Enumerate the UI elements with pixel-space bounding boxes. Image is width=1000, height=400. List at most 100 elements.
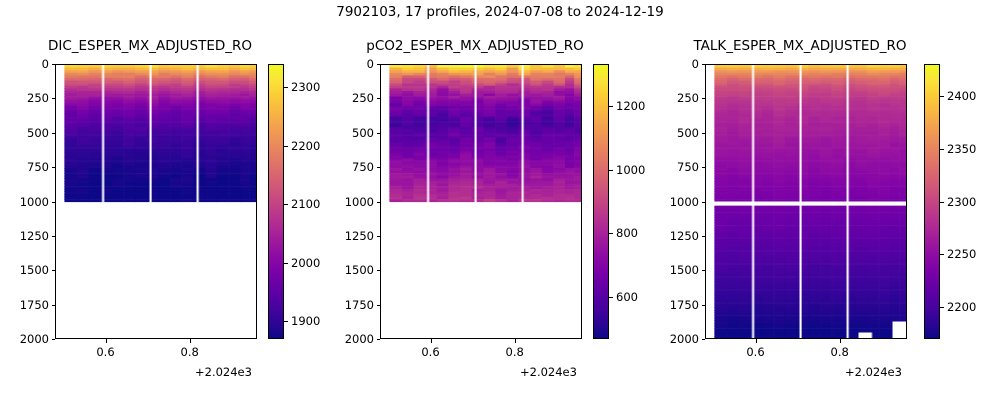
x-tick-label: 0.6: [421, 345, 440, 359]
y-tick-mark: [51, 270, 55, 272]
colorbar-tick-mark: [284, 204, 288, 206]
colorbar-tick-mark: [284, 262, 288, 264]
colorbar-tick-mark: [940, 201, 944, 203]
y-tick-mark: [701, 270, 705, 272]
colorbar-gradient-pco2: [594, 65, 608, 338]
colorbar-tick-mark: [284, 145, 288, 147]
y-tick-label: 250: [677, 91, 699, 106]
y-tick-mark: [701, 201, 705, 203]
pcolormesh-pco2: [381, 65, 581, 338]
y-tick-label: 1500: [344, 263, 374, 278]
colorbar-tick-label: 600: [616, 290, 638, 305]
panel-title-pco2: pCO2_ESPER_MX_ADJUSTED_RO: [366, 38, 584, 54]
y-tick-label: 750: [677, 160, 699, 175]
y-tick-mark: [376, 167, 380, 169]
y-tick-label: 0: [366, 57, 374, 71]
colorbar-pco2: [593, 64, 609, 339]
colorbar-tick-label: 800: [616, 226, 638, 241]
y-tick-mark: [51, 132, 55, 134]
y-tick-label: 1000: [19, 194, 49, 209]
y-tick-mark: [51, 339, 55, 340]
x-tick-mark: [105, 339, 107, 343]
y-tick-label: 750: [27, 160, 49, 175]
y-tick-mark: [701, 132, 705, 134]
x-tick-label: 0.8: [180, 345, 199, 359]
colorbar-tick-label: 2250: [947, 247, 977, 262]
y-tick-mark: [51, 98, 55, 100]
x-tick-label: 0.6: [96, 345, 115, 359]
x-tick-label: 0.6: [746, 345, 765, 359]
y-tick-mark: [376, 235, 380, 237]
y-tick-mark: [51, 167, 55, 169]
y-tick-mark: [376, 98, 380, 100]
y-tick-mark: [701, 235, 705, 237]
colorbar-tick-label: 2350: [947, 141, 977, 156]
pcolormesh-dic: [56, 65, 256, 338]
pcolormesh-talk: [706, 65, 906, 338]
colorbar-gradient-talk: [925, 65, 939, 338]
panel-dic: DIC_ESPER_MX_ADJUSTED_RO 0 250 500 750 1000 1…: [0, 0, 333, 400]
x-tick-label: 0.8: [830, 345, 849, 359]
y-tick-label: 1250: [19, 228, 49, 243]
y-tick-label: 0: [691, 57, 699, 71]
y-tick-mark: [376, 132, 380, 134]
colorbar-tick-mark: [284, 321, 288, 323]
x-axis-offset-label: +2.024e3: [195, 365, 252, 379]
colorbar-tick-label: 1900: [291, 314, 321, 329]
y-tick-mark: [376, 64, 380, 65]
y-tick-mark: [701, 98, 705, 100]
x-axis-offset-label: +2.024e3: [520, 365, 577, 379]
colorbar-tick-mark: [940, 307, 944, 309]
y-tick-label: 2000: [669, 332, 699, 346]
y-tick-mark: [376, 339, 380, 340]
colorbar-tick-label: 2300: [947, 194, 977, 209]
colorbar-tick-mark: [609, 169, 613, 171]
y-tick-mark: [51, 304, 55, 306]
y-tick-label: 1500: [669, 263, 699, 278]
y-tick-label: 2000: [344, 332, 374, 346]
y-tick-label: 1250: [669, 228, 699, 243]
colorbar-tick-mark: [609, 297, 613, 299]
axes-pco2[interactable]: [380, 64, 582, 339]
y-tick-label: 500: [27, 125, 49, 140]
y-tick-mark: [376, 201, 380, 203]
colorbar-tick-label: 2300: [291, 80, 321, 95]
axes-talk[interactable]: [705, 64, 907, 339]
y-tick-mark: [376, 270, 380, 272]
axes-dic[interactable]: [55, 64, 257, 339]
x-tick-mark: [755, 339, 757, 343]
x-tick-mark: [430, 339, 432, 343]
y-tick-label: 1000: [344, 194, 374, 209]
x-tick-mark: [839, 339, 841, 343]
colorbar-tick-label: 2100: [291, 197, 321, 212]
colorbar-tick-label: 2200: [291, 138, 321, 153]
y-tick-mark: [701, 64, 705, 65]
panel-title-talk: TALK_ESPER_MX_ADJUSTED_RO: [693, 38, 907, 54]
x-tick-mark: [189, 339, 191, 343]
x-tick-label: 0.8: [505, 345, 524, 359]
colorbar-talk: [924, 64, 940, 339]
colorbar-dic: [268, 64, 284, 339]
colorbar-tick-mark: [284, 87, 288, 89]
y-tick-mark: [701, 167, 705, 169]
y-tick-mark: [701, 339, 705, 340]
colorbar-tick-mark: [609, 105, 613, 107]
colorbar-gradient-dic: [269, 65, 283, 338]
figure-suptitle: 7902103, 17 profiles, 2024-07-08 to 2024…: [336, 4, 664, 20]
y-tick-label: 250: [27, 91, 49, 106]
colorbar-tick-mark: [609, 233, 613, 235]
y-tick-mark: [376, 304, 380, 306]
colorbar-tick-mark: [940, 254, 944, 256]
y-tick-label: 500: [677, 125, 699, 140]
x-tick-mark: [514, 339, 516, 343]
colorbar-tick-mark: [940, 148, 944, 150]
y-tick-mark: [51, 64, 55, 65]
colorbar-tick-mark: [940, 95, 944, 97]
colorbar-tick-label: 2400: [947, 88, 977, 103]
y-tick-label: 1250: [344, 228, 374, 243]
colorbar-tick-label: 1000: [616, 162, 646, 177]
y-tick-label: 2000: [19, 332, 49, 346]
y-tick-label: 0: [41, 57, 49, 71]
x-axis-offset-label: +2.024e3: [845, 365, 902, 379]
y-tick-label: 1500: [19, 263, 49, 278]
